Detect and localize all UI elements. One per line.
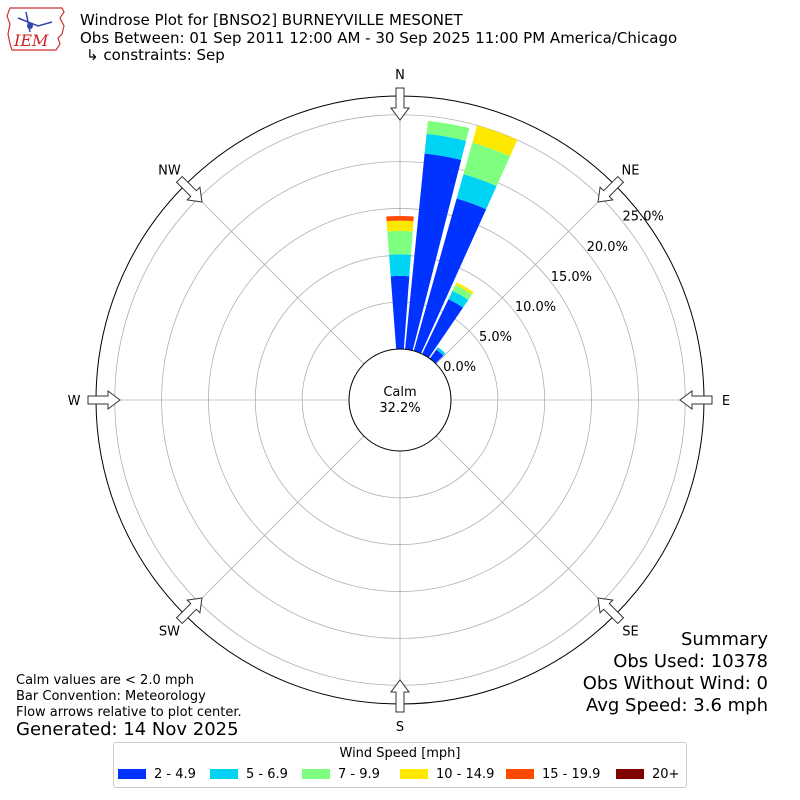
- radial-gridline: [435, 184, 616, 365]
- flow-arrows: [87, 87, 713, 713]
- bar-segment: [405, 153, 462, 351]
- flow-arrows-note: Flow arrows relative to plot center.: [16, 705, 242, 720]
- legend-item: 2 - 4.9: [118, 767, 196, 782]
- constraints-line: ↳ constraints: Sep: [86, 46, 225, 64]
- direction-label: NE: [622, 163, 640, 178]
- bar-segment: [390, 275, 410, 350]
- legend-swatch: [506, 769, 534, 779]
- grid-ring: [161, 161, 639, 639]
- direction-label: S: [396, 720, 404, 735]
- bar-segment: [472, 125, 518, 157]
- legend-item: 5 - 6.9: [210, 767, 288, 782]
- radial-tick-label: 0.0%: [443, 360, 476, 375]
- direction-label: N: [395, 68, 405, 83]
- legend-swatch: [616, 769, 644, 779]
- bar-segment: [436, 347, 446, 356]
- summary-avg-speed: Avg Speed: 3.6 mph: [586, 695, 768, 716]
- grid-ring: [208, 208, 592, 592]
- legend-title: Wind Speed [mph]: [339, 746, 461, 761]
- bar-segment: [386, 215, 414, 222]
- bar-segment: [448, 290, 469, 308]
- bar-segment: [455, 282, 474, 295]
- flow-arrow: [175, 597, 203, 625]
- bar-segment: [422, 299, 464, 358]
- logo-text: IEM: [13, 31, 49, 50]
- direction-label: SE: [622, 625, 638, 640]
- bar-segment: [387, 230, 413, 255]
- flow-arrow: [597, 175, 625, 203]
- bar-segment: [386, 220, 414, 232]
- bar-segment: [413, 198, 487, 354]
- radial-tick-labels: 0.0%5.0%10.0% 15.0% 20.0% 25.0%: [443, 210, 664, 376]
- radial-gridline: [184, 184, 365, 365]
- bar-segment: [429, 349, 444, 364]
- legend-swatch: [118, 769, 146, 779]
- flow-arrow: [597, 597, 625, 625]
- legend-swatch: [210, 769, 238, 779]
- radial-tick-label: 10.0%: [515, 300, 556, 315]
- radial-tick-label: 5.0%: [479, 330, 512, 345]
- bar-convention-note: Bar Convention: Meteorology: [16, 689, 206, 704]
- bar-segment: [452, 284, 473, 300]
- generated-date: Generated: 14 Nov 2025: [16, 719, 239, 740]
- flow-arrow: [87, 390, 121, 410]
- legend-item: 20+: [616, 767, 679, 782]
- radial-gridline: [184, 435, 365, 616]
- summary-obs-without-wind: Obs Without Wind: 0: [582, 673, 768, 694]
- sector-bars: [386, 120, 518, 364]
- bar-segment: [389, 254, 411, 277]
- radial-tick-label: 15.0%: [551, 270, 592, 285]
- radial-gridline: [435, 435, 616, 616]
- iowa-state-outline: [6, 7, 65, 51]
- iem-logo: IEM: [6, 7, 65, 51]
- calm-note: Calm values are < 2.0 mph: [16, 673, 195, 688]
- legend-swatch: [400, 769, 428, 779]
- direction-label: W: [68, 394, 81, 409]
- calm-label: Calm: [383, 385, 416, 400]
- flow-arrow: [390, 679, 410, 713]
- summary-obs-used: Obs Used: 10378: [613, 651, 768, 672]
- legend-item: 15 - 19.9: [506, 767, 600, 782]
- bar-segment: [426, 120, 470, 141]
- summary-title: Summary: [681, 629, 768, 650]
- flow-arrow: [679, 390, 713, 410]
- flow-arrow: [390, 87, 410, 121]
- legend-swatch: [302, 769, 330, 779]
- legend-item: 7 - 9.9: [302, 767, 380, 782]
- flow-arrow: [175, 175, 203, 203]
- bar-segment: [456, 174, 497, 210]
- calm-value: 32.2%: [379, 401, 420, 416]
- radial-tick-label: 25.0%: [623, 210, 664, 225]
- chart-subtitle: Obs Between: 01 Sep 2011 12:00 AM - 30 S…: [80, 29, 678, 47]
- legend: Wind Speed [mph] 2 - 4.9 5 - 6.9 7 - 9.9…: [113, 742, 687, 788]
- direction-labels: N NE E SE S SW W NW: [68, 68, 731, 735]
- radial-tick-label: 20.0%: [587, 240, 628, 255]
- direction-label: SW: [159, 625, 180, 640]
- legend-item: 10 - 14.9: [400, 767, 494, 782]
- bar-segment: [424, 133, 467, 160]
- calm-circle: [348, 348, 452, 452]
- direction-label: NW: [158, 163, 181, 178]
- chart-title: Windrose Plot for [BNSO2] BURNEYVILLE ME…: [80, 11, 463, 29]
- bar-segment: [463, 142, 511, 187]
- direction-label: E: [722, 394, 730, 409]
